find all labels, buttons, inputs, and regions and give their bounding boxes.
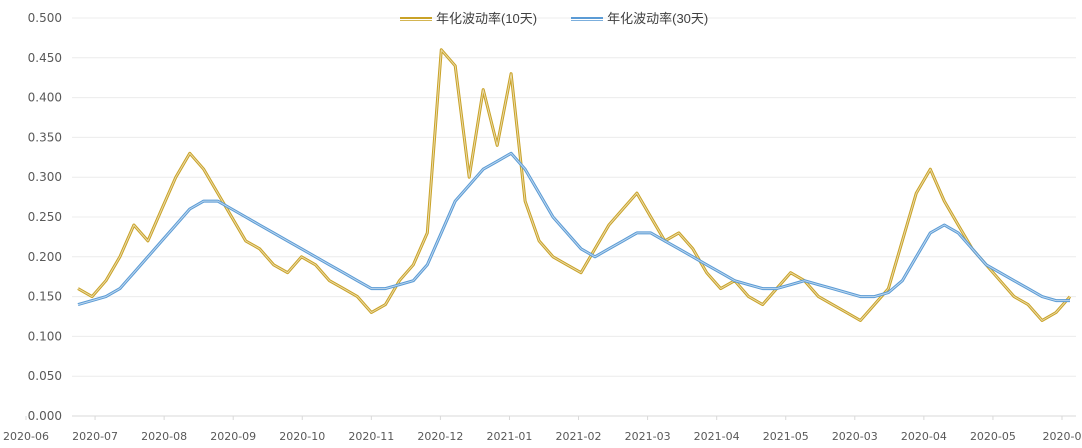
x-tick-label: 2020-10: [279, 430, 325, 443]
series-line-highlight-30d: [77, 152, 1070, 306]
x-tick-label: 2020-11: [348, 430, 394, 443]
x-tick-label: 2021-03: [625, 430, 671, 443]
x-tick-label: 2020-04: [901, 430, 947, 443]
x-tick-label: 2020-0: [1043, 430, 1082, 443]
legend-item-10d: 年化波动率(10天): [400, 8, 537, 27]
x-tick-label: 2021-01: [486, 430, 532, 443]
y-tick-label: 0.200: [28, 250, 62, 264]
y-tick-label: 0.150: [28, 290, 62, 304]
y-tick-label: 0.400: [28, 91, 62, 105]
x-tick-label: 2020-06: [3, 430, 49, 443]
series-layer: [77, 48, 1072, 322]
series-line-highlight-10d: [77, 49, 1071, 321]
y-tick-label: 0.500: [28, 11, 62, 25]
y-tick-label: 0.450: [28, 51, 62, 65]
legend-item-30d: 年化波动率(30天): [571, 8, 708, 27]
legend: 年化波动率(10天) 年化波动率(30天): [400, 8, 708, 27]
y-tick-label: 0.050: [28, 369, 62, 383]
y-tick-label: 0.250: [28, 210, 62, 224]
y-tick-label: 0.300: [28, 170, 62, 184]
x-tick-label: 2021-02: [556, 430, 602, 443]
grid-lines: [72, 17, 1076, 417]
legend-swatch-10d: [400, 16, 432, 21]
x-tick-label: 2020-05: [970, 430, 1016, 443]
x-axis: 2020-06 2020-07 2020-08 2020-09 2020-10 2020-…: [3, 415, 1082, 443]
series-line-30d: [77, 151, 1070, 307]
x-tick-label: 2021-05: [763, 430, 809, 443]
x-tick-label: 2021-04: [694, 430, 740, 443]
x-tick-label: 2020-07: [72, 430, 118, 443]
y-axis: 0.000 0.050 0.100 0.150 0.200 0.250 0.300 0.350…: [28, 11, 62, 423]
x-tick-label: 2020-12: [417, 430, 463, 443]
y-tick-label: 0.100: [28, 329, 62, 343]
x-tick-label: 2020-08: [141, 430, 187, 443]
legend-swatch-30d: [571, 16, 604, 21]
x-tick-label: 2020-03: [832, 430, 878, 443]
legend-label-10d: 年化波动率(10天): [436, 11, 538, 26]
y-tick-label: 0.350: [28, 130, 62, 144]
x-tick-label: 2020-09: [210, 430, 256, 443]
legend-label-30d: 年化波动率(30天): [607, 11, 709, 26]
y-tick-label: 0.000: [28, 409, 62, 423]
